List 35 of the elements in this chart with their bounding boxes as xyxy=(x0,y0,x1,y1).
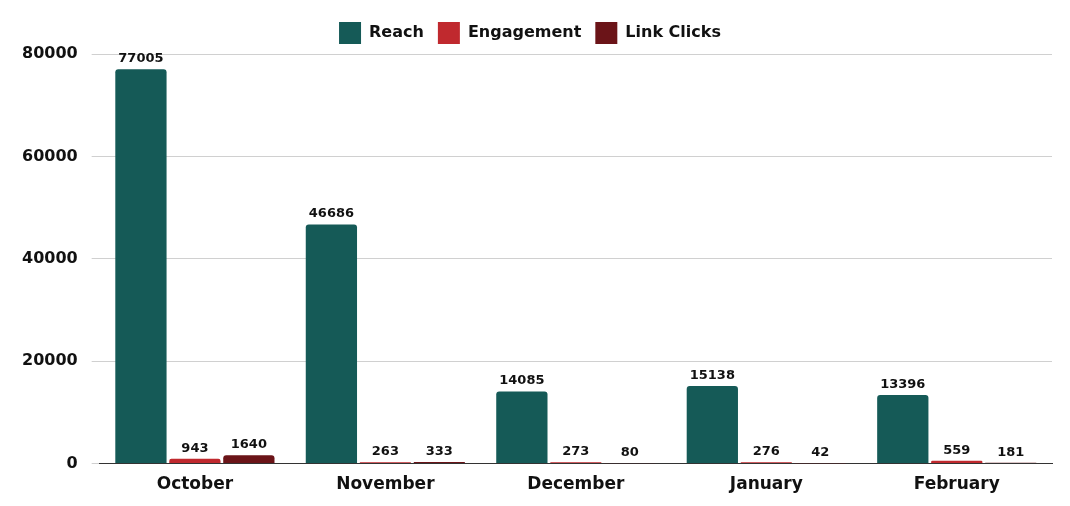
data-label: 263 xyxy=(371,443,399,459)
y-tick-label: 20000 xyxy=(21,350,78,370)
x-tick-label: January xyxy=(728,473,803,494)
data-label: 80 xyxy=(620,444,639,460)
data-label: 77005 xyxy=(118,50,164,66)
bar xyxy=(115,69,167,464)
data-label: 333 xyxy=(425,442,453,458)
y-tick-label: 0 xyxy=(66,452,78,472)
legend-label: Reach xyxy=(369,22,424,42)
bar xyxy=(686,386,738,464)
x-tick-label: February xyxy=(913,473,1000,494)
data-label: 181 xyxy=(997,443,1025,459)
data-label: 273 xyxy=(562,443,590,459)
data-label: 46686 xyxy=(308,205,355,221)
y-tick-label: 40000 xyxy=(21,247,78,267)
legend-label: Engagement xyxy=(467,22,582,42)
x-tick-label: November xyxy=(336,473,436,494)
data-label: 943 xyxy=(181,439,209,455)
data-label: 276 xyxy=(752,443,780,459)
data-label: 14085 xyxy=(499,372,545,388)
x-tick-label: October xyxy=(156,473,234,494)
y-tick-label: 80000 xyxy=(21,43,78,63)
y-tick-label: 60000 xyxy=(21,145,78,165)
data-label: 13396 xyxy=(880,375,926,391)
data-label: 42 xyxy=(811,444,830,460)
data-label: 1640 xyxy=(230,436,267,452)
bar xyxy=(305,224,358,464)
x-tick-label: December xyxy=(527,473,625,494)
bar xyxy=(169,458,221,464)
legend-label: Link Clicks xyxy=(625,22,721,42)
bar xyxy=(223,455,275,464)
data-label: 559 xyxy=(943,441,971,457)
data-label: 15138 xyxy=(689,366,735,382)
bar xyxy=(877,395,929,464)
bar xyxy=(496,391,548,464)
